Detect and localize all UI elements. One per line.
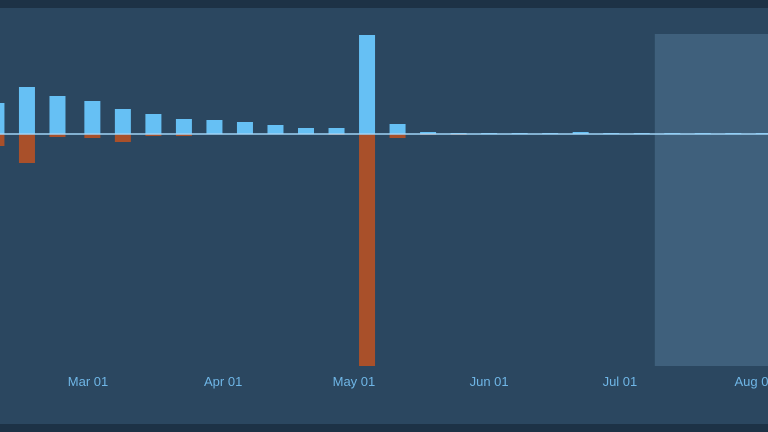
positive-bar	[298, 128, 314, 134]
positive-bar	[18, 87, 35, 134]
negative-bar	[0, 134, 5, 146]
positive-bar	[572, 132, 589, 134]
negative-bar	[18, 134, 35, 163]
positive-bar	[206, 120, 223, 134]
positive-bar	[0, 103, 5, 134]
top-border	[0, 0, 768, 8]
positive-bar	[359, 35, 376, 134]
positive-bar	[175, 119, 192, 134]
positive-bar	[328, 128, 345, 134]
x-tick-label: May 01	[333, 374, 376, 389]
negative-bar	[114, 134, 131, 142]
negative-bar	[359, 134, 376, 366]
positive-bar	[49, 96, 66, 134]
x-tick-label: Apr 01	[204, 374, 242, 389]
negative-bar	[389, 134, 406, 138]
positive-bar	[267, 125, 284, 134]
x-tick-label: Jul 01	[603, 374, 638, 389]
x-tick-label: Jun 01	[470, 374, 509, 389]
negative-bar	[145, 134, 162, 136]
negative-bar	[175, 134, 192, 136]
positive-bar	[84, 101, 101, 134]
positive-bar	[114, 109, 131, 134]
positive-bar	[236, 122, 253, 134]
positive-bar	[389, 124, 406, 134]
negative-bar	[84, 134, 101, 138]
positive-bar	[420, 132, 437, 134]
highlight-region	[654, 34, 768, 366]
negative-bar	[49, 134, 66, 137]
positive-bar	[145, 114, 162, 134]
x-tick-label: Aug 01	[734, 374, 768, 389]
bottom-border	[0, 424, 768, 432]
x-tick-label: Mar 01	[68, 374, 108, 389]
